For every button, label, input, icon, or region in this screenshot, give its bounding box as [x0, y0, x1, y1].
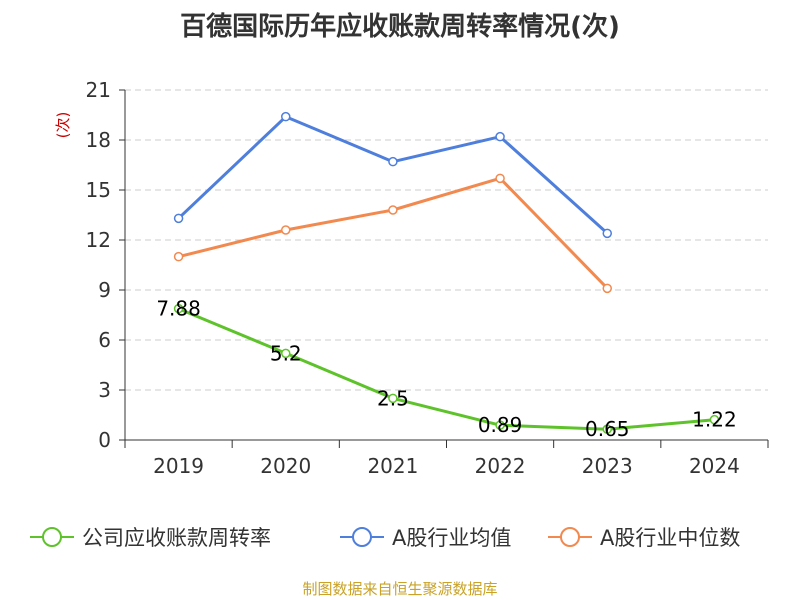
- data-label-s0-2019: 7.88: [156, 297, 201, 321]
- data-point-s2-2020: [281, 225, 291, 235]
- data-point-s0-2021: [388, 393, 398, 404]
- legend-marker-1: [352, 527, 372, 547]
- data-point-s2-2021: [388, 205, 398, 215]
- data-point-s1-2021: [388, 156, 398, 167]
- data-point-s1-2022: [495, 131, 505, 142]
- data-label-s0-2020: 5.2: [270, 341, 302, 365]
- axes: 0 3 6 9 12 15 18 21 2019 2020 2021 2022 2023 2024 (次): [54, 78, 769, 478]
- data-point-s0-2024: [709, 414, 720, 425]
- data-point-s0-2022: [495, 420, 505, 430]
- data-label-s0-2024: 1.22: [692, 408, 737, 432]
- series-line-0: [178, 307, 715, 431]
- y-tick-label-7: 21: [86, 78, 111, 102]
- y-axis-unit: (次): [54, 112, 72, 139]
- data-point-s0-2020: [281, 348, 291, 359]
- legend-label-2: A股行业中位数: [600, 526, 740, 550]
- data-point-s2-2023: [602, 283, 612, 294]
- data-point-s1-2020: [281, 111, 291, 122]
- legend: 公司应收账款周转率 A股行业均值 A股行业中位数: [30, 526, 740, 550]
- data-point-s2-2019: [173, 251, 184, 262]
- data-point-s1-2019: [173, 213, 184, 224]
- series-lines: [173, 111, 720, 434]
- x-tick-label-2022: 2022: [475, 454, 526, 478]
- chart-title: 百德国际历年应收账款周转率情况(次): [180, 12, 620, 42]
- y-tick-label-4: 12: [86, 228, 111, 252]
- data-label-s0-2021: 2.5: [377, 386, 409, 410]
- legend-label-1: A股行业均值: [392, 526, 511, 550]
- y-tick-label-3: 9: [98, 278, 111, 302]
- y-tick-label-1: 3: [98, 378, 111, 402]
- series-line-2: [178, 176, 609, 290]
- legend-marker-2: [560, 527, 580, 547]
- data-point-s0-2023: [602, 424, 612, 434]
- y-tick-label-5: 15: [86, 178, 111, 202]
- y-tick-label-6: 18: [86, 128, 111, 152]
- x-tick-label-2020: 2020: [260, 454, 311, 478]
- data-labels: 7.88 5.2 2.5 0.89 0.65 1.22: [156, 297, 736, 442]
- data-label-s0-2023: 0.65: [585, 417, 630, 441]
- x-tick-label-2024: 2024: [689, 454, 740, 478]
- y-tick-label-0: 0: [98, 428, 111, 452]
- data-point-s1-2023: [602, 228, 612, 239]
- series-line-1: [177, 115, 609, 235]
- data-point-s2-2022: [495, 173, 505, 184]
- legend-marker-0: [42, 527, 62, 547]
- source-note: 制图数据来自恒生聚源数据库: [302, 580, 498, 598]
- data-label-s0-2022: 0.89: [478, 413, 523, 437]
- data-point-s0-2019: [173, 303, 184, 314]
- grid-lines: [125, 89, 768, 391]
- x-tick-label-2021: 2021: [367, 454, 418, 478]
- y-tick-label-2: 6: [98, 328, 111, 352]
- legend-label-0: 公司应收账款周转率: [82, 526, 271, 550]
- x-tick-label-2023: 2023: [582, 454, 633, 478]
- x-tick-label-2019: 2019: [153, 454, 204, 478]
